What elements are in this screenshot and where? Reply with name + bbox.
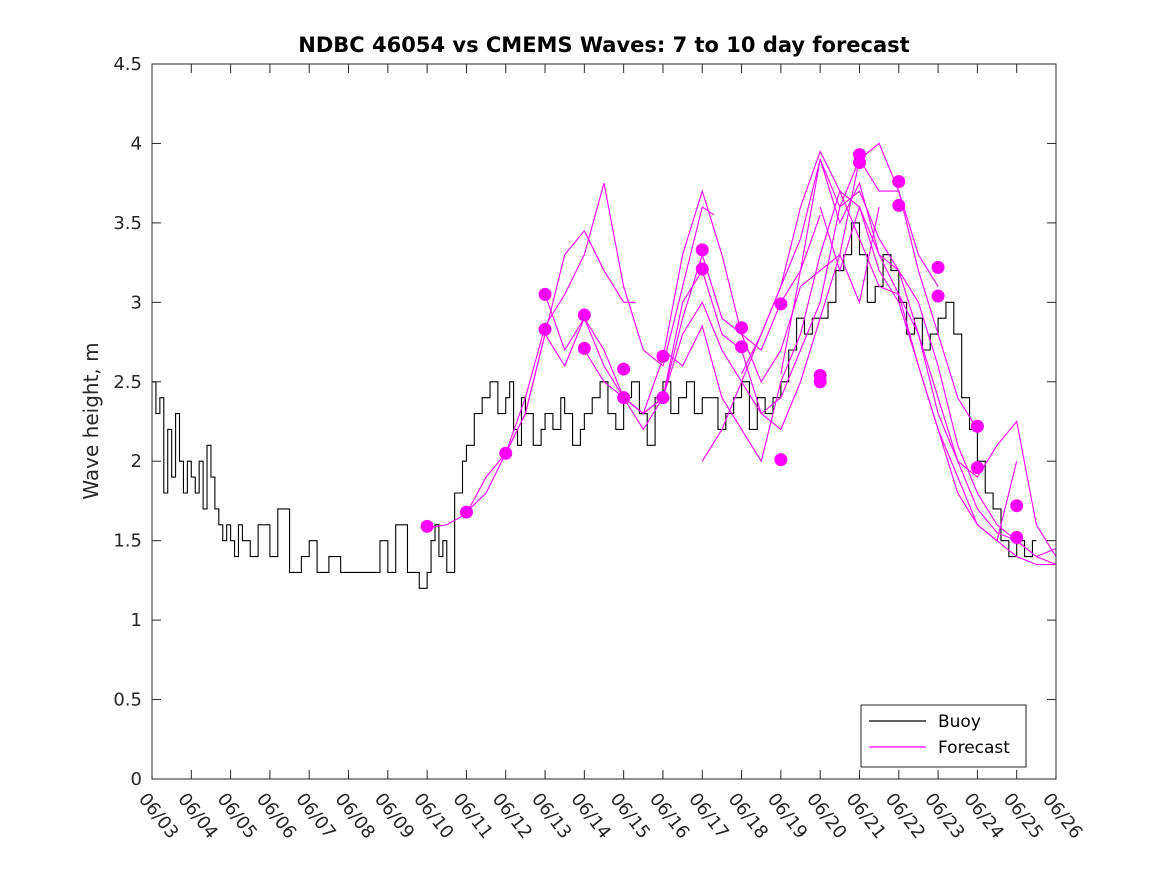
x-tick-label: 06/08 — [331, 789, 379, 843]
x-tick-label: 06/19 — [763, 789, 811, 843]
plot-area — [152, 64, 1056, 779]
y-tick-label: 4.5 — [113, 54, 142, 75]
axes-box — [151, 63, 1057, 780]
x-tick-label: 06/15 — [606, 789, 654, 843]
forecast-marker — [1010, 499, 1024, 513]
buoy-line — [152, 222, 1037, 589]
forecast-marker — [931, 260, 945, 274]
forecast-marker — [892, 198, 906, 212]
x-tick-label: 06/17 — [684, 789, 732, 843]
forecast-line-10 — [780, 159, 1056, 566]
x-tick-label: 06/22 — [881, 789, 929, 843]
x-tick-label: 06/05 — [213, 789, 261, 843]
forecast-marker — [970, 419, 984, 433]
legend-buoy-label: Buoy — [938, 712, 981, 732]
forecast-marker — [695, 243, 709, 257]
x-tick-label: 06/11 — [448, 789, 496, 843]
forecast-marker — [1010, 530, 1024, 544]
x-tick-label: 06/13 — [527, 789, 575, 843]
x-tick-label: 06/23 — [920, 789, 968, 843]
y-tick-label: 3 — [131, 292, 142, 313]
forecast-marker — [617, 391, 631, 405]
x-tick-label: 06/25 — [999, 789, 1047, 843]
forecast-marker — [577, 341, 591, 355]
x-tick-label: 06/18 — [724, 789, 772, 843]
x-tick-label: 06/21 — [842, 789, 890, 843]
forecast-marker — [735, 321, 749, 335]
forecast-marker — [931, 289, 945, 303]
forecast-marker — [577, 308, 591, 322]
forecast-marker — [656, 349, 670, 363]
forecast-marker — [892, 175, 906, 189]
y-tick-label: 1.5 — [113, 531, 142, 552]
x-tick-label: 06/04 — [173, 789, 221, 843]
legend: Buoy Forecast — [860, 704, 1027, 768]
x-tick-label: 06/26 — [1038, 789, 1086, 843]
forecast-marker — [538, 322, 552, 336]
y-tick-label: 0 — [131, 769, 142, 790]
forecast-marker — [617, 362, 631, 376]
forecast-series — [427, 142, 1057, 566]
y-tick-label: 2.5 — [113, 372, 142, 393]
chart-title: NDBC 46054 vs CMEMS Waves: 7 to 10 day f… — [298, 33, 909, 57]
forecast-marker — [499, 446, 513, 460]
forecast-marker — [774, 297, 788, 311]
forecast-marker — [420, 519, 434, 533]
forecast-line-2 — [466, 183, 715, 513]
y-tick-label: 4 — [131, 133, 142, 154]
forecast-marker — [774, 453, 788, 467]
forecast-marker — [538, 287, 552, 301]
forecast-marker — [459, 505, 473, 519]
x-tick-label: 06/12 — [488, 789, 536, 843]
x-tick-label: 06/24 — [959, 789, 1007, 843]
forecast-marker — [813, 368, 827, 382]
x-tick-label: 06/14 — [566, 789, 614, 843]
x-tick-label: 06/09 — [370, 789, 418, 843]
y-tick-label: 1 — [131, 610, 142, 631]
y-tick-label: 0.5 — [113, 690, 142, 711]
forecast-line-6 — [623, 158, 978, 430]
x-tick-label: 06/07 — [291, 789, 339, 843]
y-tick-label: 2 — [131, 451, 142, 472]
forecast-marker — [852, 156, 866, 170]
forecast-marker — [656, 391, 670, 405]
forecast-line-4 — [544, 206, 880, 431]
x-tick-label: 06/16 — [645, 789, 693, 843]
forecast-marker — [970, 461, 984, 475]
x-tick-label: 06/06 — [252, 789, 300, 843]
legend-forecast-label: Forecast — [938, 738, 1010, 758]
x-tick-label: 06/20 — [802, 789, 850, 843]
forecast-markers — [420, 148, 1024, 544]
x-tick-label: 06/03 — [134, 789, 182, 843]
y-axis-label: Wave height, m — [79, 342, 103, 499]
legend-box — [860, 704, 1027, 768]
forecast-marker — [695, 262, 709, 276]
buoy-series — [152, 222, 1037, 589]
x-tick-label: 06/10 — [409, 789, 457, 843]
forecast-marker — [735, 340, 749, 354]
y-tick-label: 3.5 — [113, 213, 142, 234]
